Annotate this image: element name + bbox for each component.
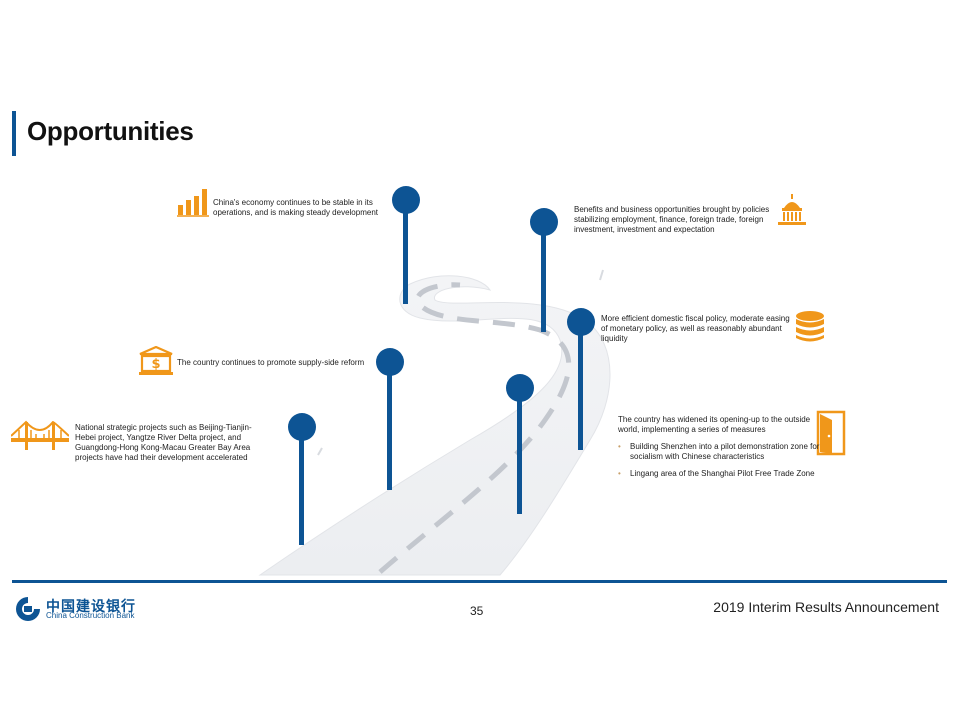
item-5-text: National strategic projects such as Beij…	[75, 423, 252, 462]
bank-dollar-icon: $	[139, 346, 173, 375]
item-6-text: The country has widened its opening-up t…	[618, 415, 811, 434]
item-6-bullet-1: Building Shenzhen into a pilot demonstra…	[618, 442, 826, 462]
pin-2	[530, 208, 558, 332]
pin-4	[376, 348, 404, 490]
page-number: 35	[470, 604, 484, 618]
road-center-line	[378, 282, 572, 574]
item-3-text: More efficient domestic fiscal policy, m…	[601, 314, 790, 343]
ccb-logo-icon	[16, 597, 40, 621]
capitol-building-icon	[778, 194, 806, 225]
footer-divider	[12, 580, 947, 583]
bank-name-cn: 中国建设银行	[46, 599, 136, 615]
item-2-text: Benefits and business opportunities brou…	[574, 205, 770, 234]
item-4-text: The country continues to promote supply-…	[177, 358, 365, 367]
page-title: Opportunities	[27, 116, 194, 146]
bank-name-en: China Construction Bank	[46, 611, 135, 620]
road-edge-flash-2	[317, 447, 323, 456]
item-1-text: China's economy continues to be stable i…	[213, 198, 378, 217]
road-edge-flash	[599, 269, 604, 281]
pin-3	[567, 308, 595, 450]
pin-6	[288, 413, 316, 545]
bridge-icon	[11, 420, 69, 450]
bar-chart-icon	[177, 189, 209, 217]
pin-1	[392, 186, 420, 304]
coin-stack-icon	[796, 311, 824, 342]
title-accent-bar	[12, 111, 16, 156]
item-6-bullet-2: Lingang area of the Shanghai Pilot Free …	[618, 469, 826, 479]
road-surface	[258, 275, 611, 576]
report-title: 2019 Interim Results Announcement	[713, 599, 939, 615]
pin-5	[506, 374, 534, 514]
svg-text:$: $	[151, 357, 160, 372]
